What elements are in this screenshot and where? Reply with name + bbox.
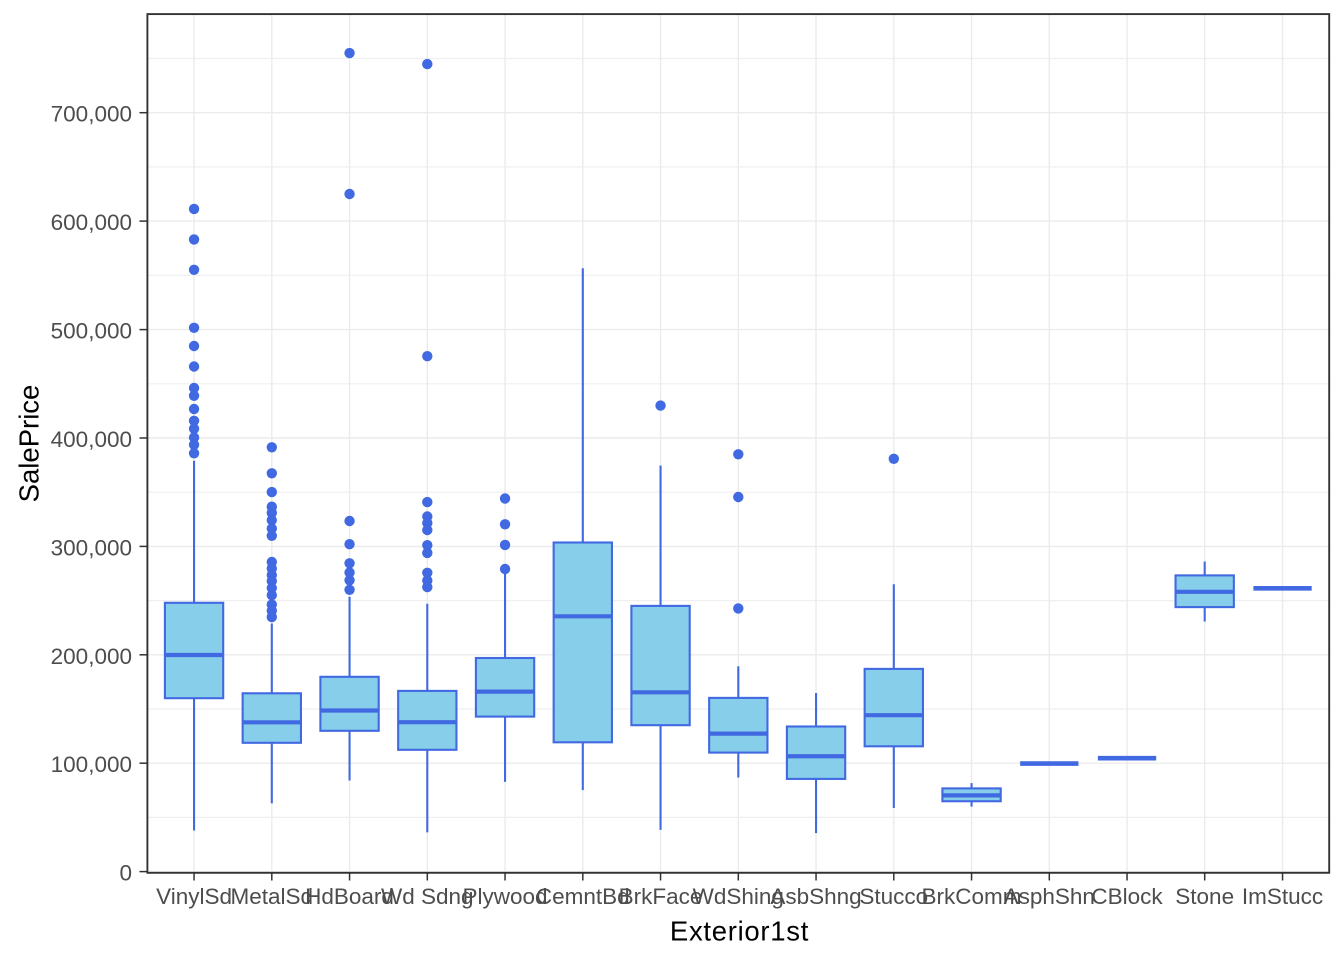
svg-text:BrkComm: BrkComm xyxy=(922,884,1022,909)
svg-text:WdShing: WdShing xyxy=(693,884,784,909)
svg-text:Wd Sdng: Wd Sdng xyxy=(381,884,474,909)
svg-text:400,000: 400,000 xyxy=(51,427,132,452)
svg-text:HdBoard: HdBoard xyxy=(305,884,394,909)
svg-text:BrkFace: BrkFace xyxy=(619,884,703,909)
svg-text:MetalSd: MetalSd xyxy=(231,884,314,909)
svg-text:200,000: 200,000 xyxy=(51,644,132,669)
svg-text:Plywood: Plywood xyxy=(463,884,548,909)
svg-text:AsbShng: AsbShng xyxy=(770,884,861,909)
svg-text:CemntBd: CemntBd xyxy=(536,884,630,909)
svg-text:Stone: Stone xyxy=(1175,884,1234,909)
svg-text:SalePrice: SalePrice xyxy=(14,385,45,503)
svg-text:700,000: 700,000 xyxy=(51,102,132,127)
svg-text:Stucco: Stucco xyxy=(859,884,928,909)
svg-text:100,000: 100,000 xyxy=(51,752,132,777)
svg-text:Exterior1st: Exterior1st xyxy=(670,916,809,947)
svg-text:VinylSd: VinylSd xyxy=(156,884,232,909)
svg-text:ImStucc: ImStucc xyxy=(1242,884,1323,909)
svg-text:CBlock: CBlock xyxy=(1091,884,1163,909)
svg-text:AsphShn: AsphShn xyxy=(1004,884,1095,909)
svg-text:500,000: 500,000 xyxy=(51,319,132,344)
svg-text:0: 0 xyxy=(119,861,132,886)
svg-text:300,000: 300,000 xyxy=(51,535,132,560)
svg-text:600,000: 600,000 xyxy=(51,210,132,235)
